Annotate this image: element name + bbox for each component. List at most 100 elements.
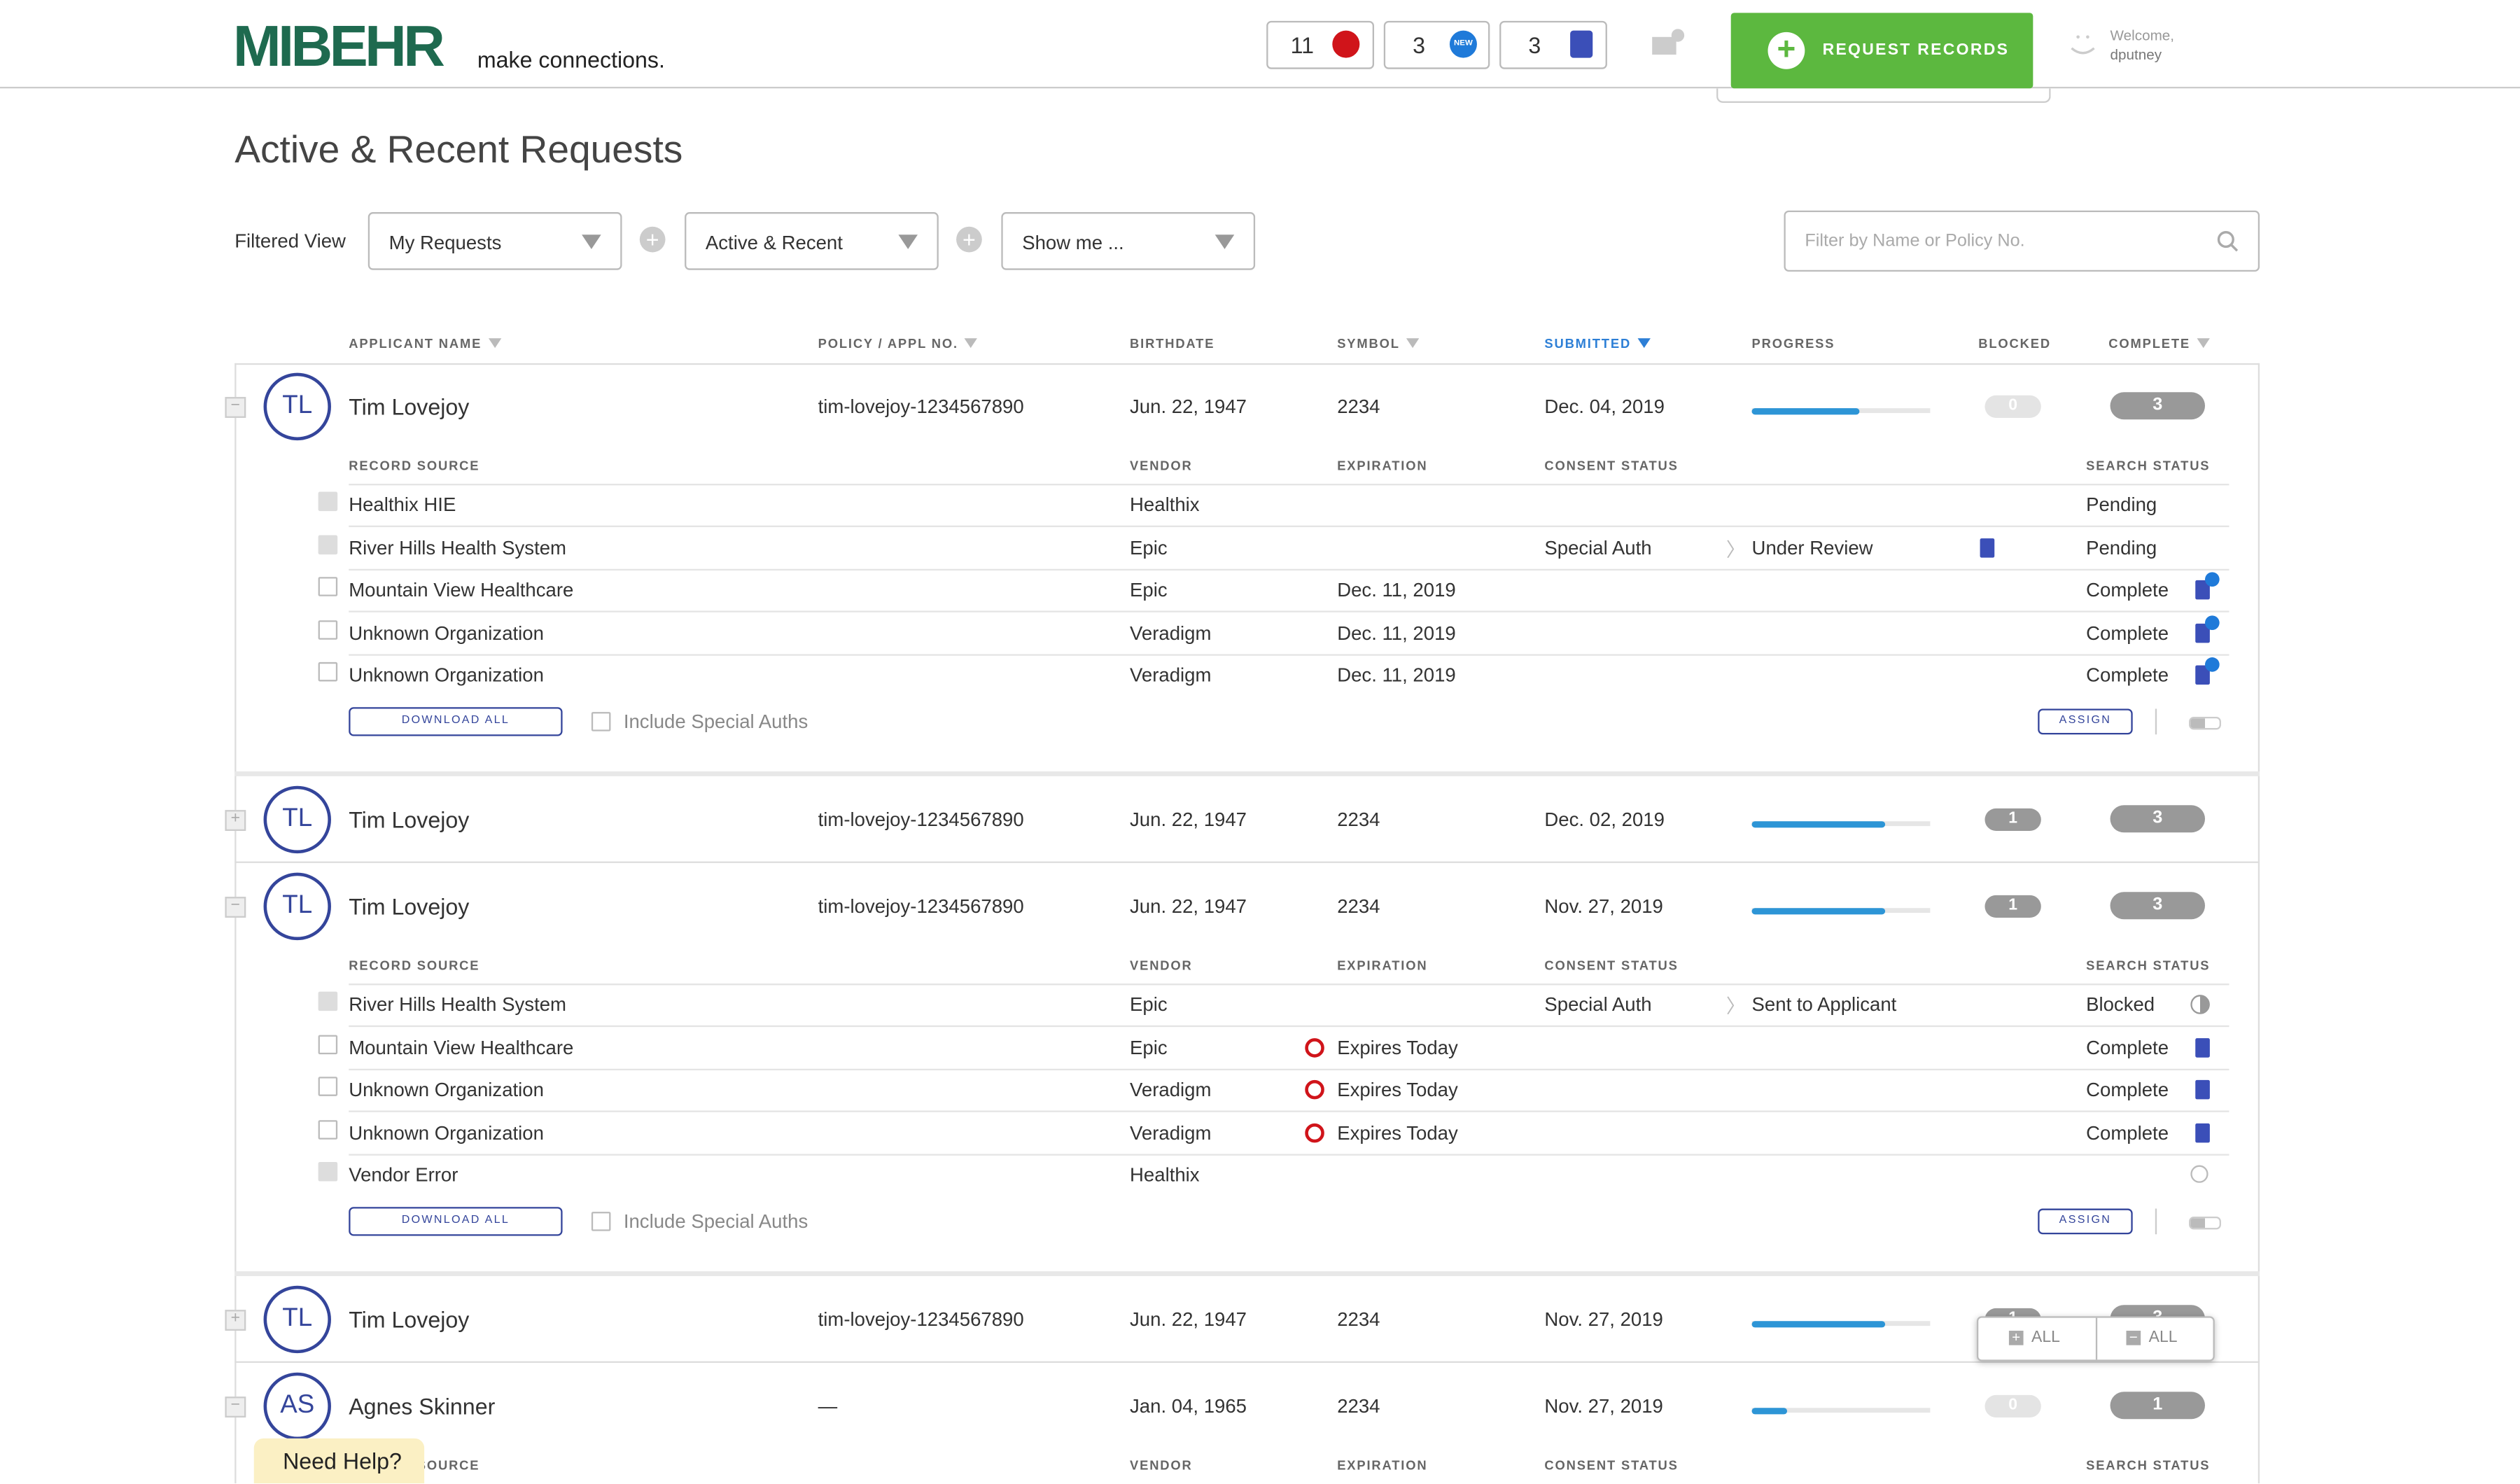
header-border bbox=[0, 86, 2520, 89]
card-separator bbox=[234, 861, 2260, 863]
vendor: Healthix bbox=[1130, 1163, 1200, 1186]
column-header[interactable]: POLICY / APPL NO. bbox=[818, 337, 977, 351]
toggle-icon[interactable]: − bbox=[225, 897, 246, 918]
download-icon[interactable] bbox=[1980, 537, 1995, 557]
search-status: Complete bbox=[2086, 1078, 2169, 1101]
record-column-header: EXPIRATION bbox=[1337, 458, 1428, 474]
sort-arrow bbox=[1637, 338, 1651, 349]
toggle-switch[interactable] bbox=[2189, 1217, 2221, 1230]
divider bbox=[2155, 1208, 2157, 1235]
expand-all-button[interactable]: + ALL bbox=[1978, 1317, 2098, 1360]
new-icon: NEW bbox=[1449, 30, 1477, 58]
column-header[interactable]: SUBMITTED bbox=[1544, 337, 1651, 351]
search-status: Complete bbox=[2086, 578, 2169, 601]
blocked-pill: 1 bbox=[1984, 895, 2041, 918]
include-checkbox[interactable] bbox=[591, 1212, 611, 1231]
avatar: TL bbox=[263, 372, 331, 441]
filter-select[interactable]: My Requests bbox=[368, 212, 622, 270]
applicant-name[interactable]: Agnes Skinner bbox=[349, 1393, 496, 1420]
include-checkbox[interactable] bbox=[591, 712, 611, 732]
download-icon[interactable] bbox=[2195, 580, 2210, 600]
record-checkbox[interactable] bbox=[318, 1077, 338, 1096]
record-checkbox[interactable] bbox=[318, 620, 338, 639]
collapse-all-button[interactable]: − ALL bbox=[2097, 1318, 2213, 1360]
new-badge[interactable]: 3 NEW bbox=[1383, 20, 1490, 69]
submitted: Dec. 02, 2019 bbox=[1544, 808, 1665, 831]
expand-all-label: ALL bbox=[2031, 1329, 2060, 1347]
assign-button[interactable]: ASSIGN bbox=[2038, 708, 2133, 735]
filter-select[interactable]: Active & Recent bbox=[685, 212, 939, 270]
applicant-name[interactable]: Tim Lovejoy bbox=[349, 893, 470, 920]
add-filter-icon[interactable]: + bbox=[639, 226, 666, 253]
download-all-button[interactable]: DOWNLOAD ALL bbox=[349, 1207, 563, 1236]
add-filter-icon[interactable]: + bbox=[956, 226, 982, 253]
welcome: Welcome, bbox=[2110, 27, 2175, 43]
consent-status: Special Auth bbox=[1544, 536, 1652, 559]
policy: — bbox=[818, 1394, 838, 1418]
dropdown-arrow bbox=[898, 234, 918, 249]
toggle-icon[interactable]: + bbox=[225, 1310, 246, 1331]
column-header[interactable]: APPLICANT NAME bbox=[349, 337, 502, 351]
download-all-button[interactable]: DOWNLOAD ALL bbox=[349, 707, 563, 736]
download-icon[interactable] bbox=[2195, 665, 2210, 685]
vendor: Veradigm bbox=[1130, 621, 1212, 644]
record-checkbox[interactable] bbox=[318, 662, 338, 682]
record-column-header: VENDOR bbox=[1130, 1458, 1193, 1474]
assign-button[interactable]: ASSIGN bbox=[2038, 1208, 2133, 1235]
column-header[interactable]: SYMBOL bbox=[1337, 337, 1420, 351]
record-column-header: SEARCH STATUS bbox=[2086, 458, 2211, 474]
record-column-header: SEARCH STATUS bbox=[2086, 1458, 2211, 1474]
applicant-name[interactable]: Tim Lovejoy bbox=[349, 1306, 470, 1333]
avatar: TL bbox=[263, 785, 331, 854]
help-button[interactable]: Need Help? bbox=[253, 1438, 425, 1484]
progress-fill bbox=[1751, 1320, 1886, 1327]
request-records-button[interactable]: + REQUEST RECORDS bbox=[1730, 13, 2033, 89]
download-icon[interactable] bbox=[2195, 1079, 2210, 1100]
column-header[interactable]: BIRTHDATE bbox=[1130, 336, 1215, 351]
record-checkbox[interactable] bbox=[318, 577, 338, 596]
toggle-icon[interactable]: − bbox=[225, 1396, 246, 1418]
column-header[interactable]: BLOCKED bbox=[1978, 336, 2051, 351]
expiration: Dec. 11, 2019 bbox=[1337, 621, 1456, 644]
toggle-switch[interactable] bbox=[2189, 716, 2221, 730]
filter-value: Show me ... bbox=[1022, 231, 1124, 254]
downloads-badge[interactable]: 3 bbox=[1499, 20, 1607, 69]
applicant-name[interactable]: Tim Lovejoy bbox=[349, 393, 470, 420]
logo[interactable]: MIBEHR bbox=[232, 13, 445, 79]
avatar: TL bbox=[263, 872, 331, 941]
symbol: 2234 bbox=[1337, 808, 1380, 831]
vendor: Epic bbox=[1130, 1035, 1168, 1058]
download-icon[interactable] bbox=[2195, 1122, 2210, 1142]
search-box[interactable]: Filter by Name or Policy No. bbox=[1784, 210, 2260, 272]
symbol: 2234 bbox=[1337, 1308, 1380, 1331]
record-source: Healthix HIE bbox=[349, 493, 456, 516]
alerts-badge[interactable]: 11 bbox=[1266, 20, 1375, 69]
record-checkbox[interactable] bbox=[318, 1119, 338, 1139]
expiration: Expires Today bbox=[1337, 1035, 1458, 1058]
expiration: Expires Today bbox=[1337, 1121, 1458, 1144]
column-header[interactable]: PROGRESS bbox=[1751, 336, 1835, 351]
downloads-count: 3 bbox=[1528, 31, 1541, 58]
download-icon[interactable] bbox=[2195, 1037, 2210, 1057]
record-source: Vendor Error bbox=[349, 1163, 458, 1186]
record-checkbox[interactable] bbox=[318, 1034, 338, 1054]
table-frame bbox=[234, 363, 2260, 1484]
username: dputney bbox=[2110, 46, 2162, 63]
progress-track bbox=[1751, 407, 1931, 414]
mail-settings-icon[interactable] bbox=[1651, 27, 1686, 59]
error-icon bbox=[2190, 1165, 2208, 1183]
row-divider bbox=[349, 1153, 2230, 1155]
user-icon bbox=[2071, 35, 2095, 55]
record-column-header: CONSENT STATUS bbox=[1544, 458, 1679, 474]
filter-select[interactable]: Show me ... bbox=[1001, 212, 1256, 270]
search-status: Complete bbox=[2086, 621, 2169, 644]
column-header[interactable]: COMPLETE bbox=[2108, 337, 2210, 351]
toggle-icon[interactable]: − bbox=[225, 397, 246, 418]
policy: tim-lovejoy-1234567890 bbox=[818, 395, 1024, 418]
applicant-name[interactable]: Tim Lovejoy bbox=[349, 806, 470, 833]
toggle-icon[interactable]: + bbox=[225, 810, 246, 831]
sort-arrow bbox=[2197, 338, 2210, 349]
record-source: Mountain View Healthcare bbox=[349, 1035, 574, 1058]
row-divider bbox=[349, 568, 2230, 570]
